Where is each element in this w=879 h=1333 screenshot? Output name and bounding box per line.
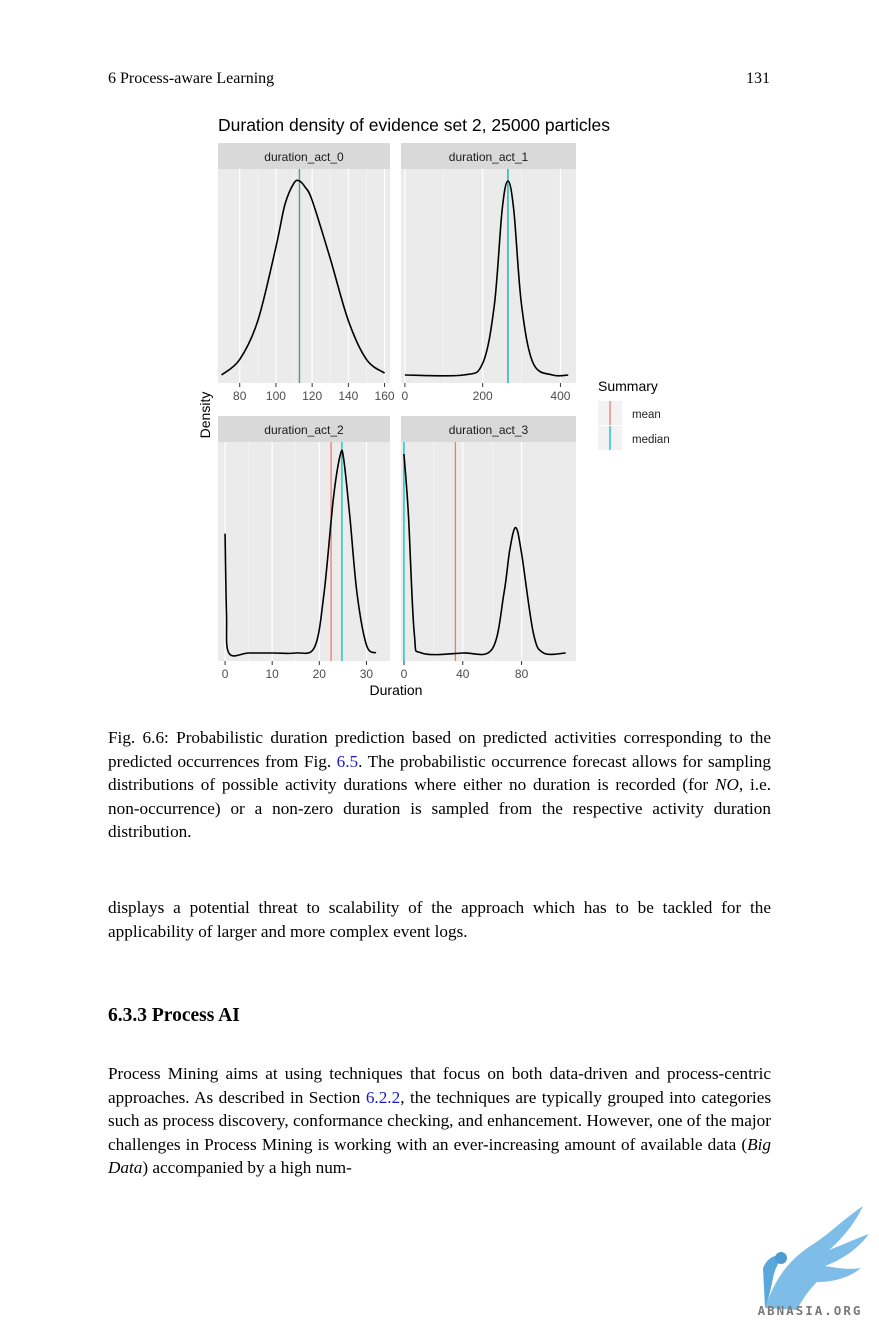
body-paragraph-process-ai: Process Mining aims at using techniques …: [108, 1064, 772, 1178]
density-curve: [224, 449, 377, 657]
panel-duration_act_1: duration_act_1 0 200 400: [401, 143, 576, 403]
x-tick-label: 400: [550, 389, 570, 403]
panel-duration_act_3: duration_act_3 0 40 80: [401, 416, 576, 681]
x-tick-label: 160: [375, 389, 395, 403]
figure-6-6: Duration density of evidence set 2, 2500…: [190, 105, 690, 705]
facet-label: duration_act_1: [449, 150, 529, 164]
density-curve: [404, 180, 569, 377]
x-tick-label: 20: [313, 667, 327, 681]
figure-caption: Fig. 6.6: Probabilistic duration predict…: [108, 728, 771, 842]
facet-strip: [401, 143, 576, 169]
panel-background: [401, 442, 576, 661]
section-link[interactable]: 6.2.2: [365, 1087, 401, 1107]
y-axis-label: Density: [197, 392, 213, 439]
x-tick-label: 120: [302, 389, 322, 403]
facet-strip: [218, 416, 390, 442]
legend-title: Summary: [598, 378, 658, 394]
running-header: 6 Process-aware Learning 131: [108, 70, 770, 88]
legend-label-mean: mean: [632, 409, 661, 421]
panel-background: [218, 169, 390, 383]
x-tick-label: 200: [473, 389, 493, 403]
legend: Summary mean median: [598, 378, 670, 450]
facet-label: duration_act_3: [449, 423, 529, 437]
density-curve: [221, 179, 386, 376]
x-tick-label: 140: [338, 389, 358, 403]
chart-title: Duration density of evidence set 2, 2500…: [218, 115, 610, 135]
chart-panels: duration_act_080 100 120 140 160duration_act…: [218, 143, 576, 681]
watermark-text: ABNASIA.ORG: [757, 1303, 863, 1318]
x-tick-label: 100: [266, 389, 286, 403]
panel-background: [218, 442, 390, 661]
figure-link[interactable]: 6.5: [336, 751, 359, 771]
facet-strip: [401, 416, 576, 442]
x-tick-label: 0: [222, 667, 229, 681]
facet-label: duration_act_2: [264, 423, 344, 437]
facet-strip: [218, 143, 390, 169]
x-tick-label: 0: [402, 389, 409, 403]
density-curve: [403, 453, 566, 656]
density-chart: Duration density of evidence set 2, 2500…: [197, 115, 670, 698]
x-tick-label: 10: [266, 667, 280, 681]
x-axis-label: Duration: [370, 682, 423, 698]
legend-label-median: median: [632, 434, 670, 446]
x-tick-label: 0: [401, 667, 408, 681]
section-heading: 6.3.3 Process AI: [108, 1005, 240, 1026]
facet-label: duration_act_0: [264, 150, 344, 164]
x-tick-label: 30: [360, 667, 374, 681]
x-tick-label: 40: [456, 667, 470, 681]
panel-background: [401, 169, 576, 383]
griffin-logo-icon: [763, 1206, 869, 1310]
page-number: 131: [746, 70, 770, 87]
chapter-title: 6 Process-aware Learning: [108, 70, 275, 87]
panel-duration_act_2: duration_act_2 0 10 20 30: [218, 416, 390, 681]
x-tick-label: 80: [515, 667, 529, 681]
body-paragraph: displays a potential threat to scalabili…: [108, 898, 771, 941]
x-tick-label: 80: [233, 389, 247, 403]
panel-duration_act_0: duration_act_0 80 100 120 140 160: [218, 143, 395, 403]
